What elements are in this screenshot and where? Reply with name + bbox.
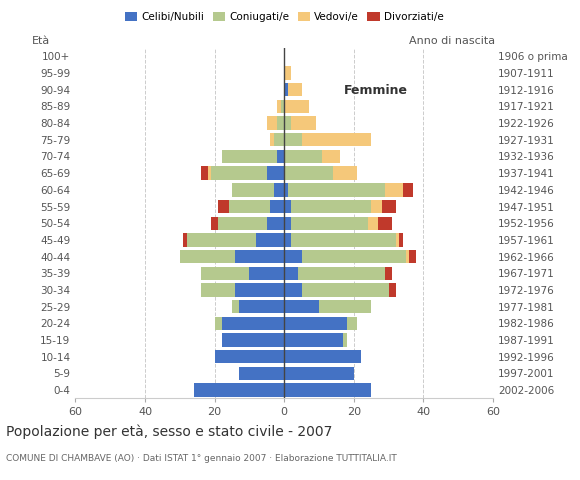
Bar [284,150,322,163]
Bar [284,216,291,230]
Bar [284,384,371,397]
Bar [284,266,298,280]
Bar [288,83,302,96]
Bar [267,167,284,180]
Bar [235,283,284,297]
Bar [194,384,284,397]
Bar [187,233,256,247]
Bar [201,283,235,297]
Legend: Celibi/Nubili, Coniugati/e, Vedovi/e, Divorziati/e: Celibi/Nubili, Coniugati/e, Vedovi/e, Di… [121,8,448,26]
Bar [291,200,371,213]
Bar [322,150,340,163]
Bar [267,216,284,230]
Bar [270,133,274,146]
Bar [235,250,284,263]
Bar [284,117,291,130]
Bar [288,183,385,196]
Bar [378,216,392,230]
Bar [403,183,413,196]
Bar [385,183,403,196]
Bar [267,117,277,130]
Bar [284,133,302,146]
Bar [284,300,319,313]
Bar [319,300,371,313]
Bar [302,133,371,146]
Bar [232,300,239,313]
Bar [389,283,396,297]
Bar [249,266,284,280]
Bar [382,200,396,213]
Bar [183,233,187,247]
Bar [215,350,284,363]
Bar [302,250,406,263]
Bar [302,283,389,297]
Bar [284,100,309,113]
Bar [284,317,347,330]
Bar [291,216,368,230]
Bar [284,333,343,347]
Bar [211,216,218,230]
Bar [208,167,211,180]
Text: Femmine: Femmine [344,84,408,96]
Bar [284,350,361,363]
Bar [222,333,284,347]
Bar [284,283,302,297]
Bar [239,367,284,380]
Bar [218,200,229,213]
Text: Anno di nascita: Anno di nascita [409,36,495,46]
Bar [385,266,392,280]
Bar [277,117,284,130]
Bar [284,66,291,80]
Bar [406,250,409,263]
Bar [232,183,274,196]
Bar [368,216,378,230]
Bar [409,250,416,263]
Bar [284,183,288,196]
Bar [284,167,333,180]
Bar [298,266,385,280]
Bar [371,200,382,213]
Bar [396,233,399,247]
Bar [201,167,208,180]
Bar [180,250,235,263]
Bar [222,317,284,330]
Text: COMUNE DI CHAMBAVE (AO) · Dati ISTAT 1° gennaio 2007 · Elaborazione TUTTITALIA.I: COMUNE DI CHAMBAVE (AO) · Dati ISTAT 1° … [6,454,397,463]
Bar [277,100,281,113]
Bar [284,83,288,96]
Bar [281,100,284,113]
Bar [284,367,354,380]
Bar [229,200,270,213]
Bar [201,266,249,280]
Bar [239,300,284,313]
Bar [347,317,357,330]
Bar [284,200,291,213]
Bar [211,167,267,180]
Bar [215,317,222,330]
Text: Età: Età [31,36,50,46]
Bar [284,250,302,263]
Bar [284,233,291,247]
Bar [222,150,277,163]
Bar [277,150,284,163]
Text: Popolazione per età, sesso e stato civile - 2007: Popolazione per età, sesso e stato civil… [6,425,332,439]
Bar [291,117,316,130]
Bar [274,183,284,196]
Bar [333,167,357,180]
Bar [256,233,284,247]
Bar [218,216,267,230]
Bar [399,233,403,247]
Bar [270,200,284,213]
Bar [291,233,396,247]
Bar [274,133,284,146]
Bar [343,333,347,347]
